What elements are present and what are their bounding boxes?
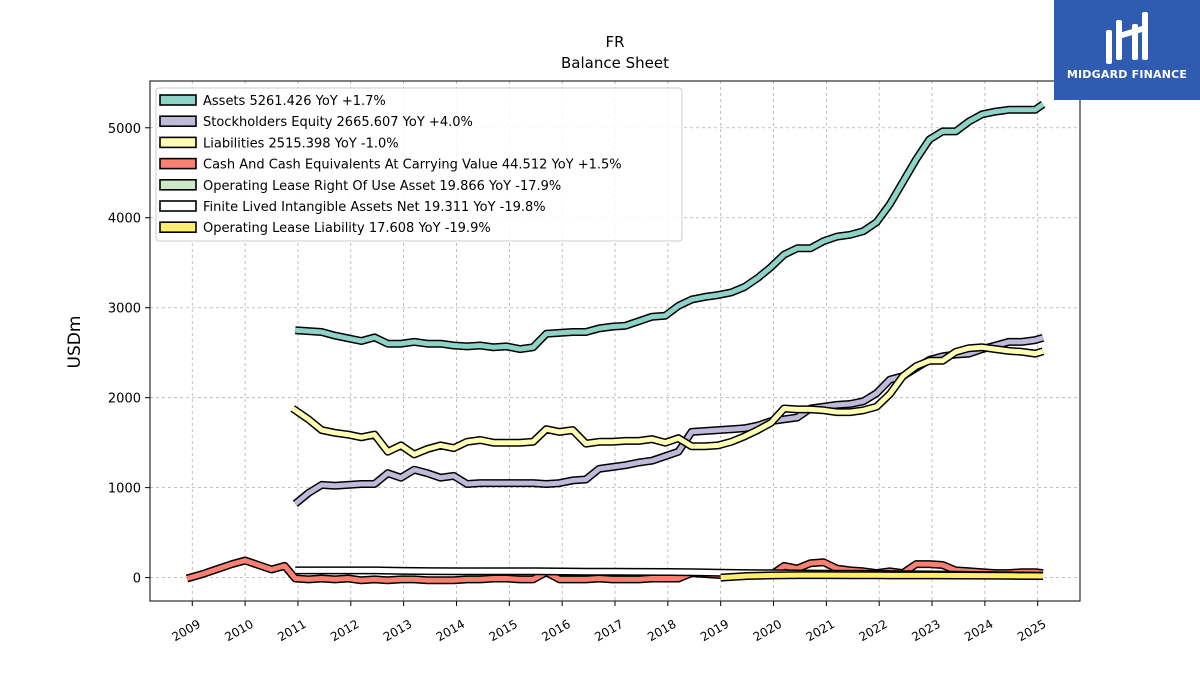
x-tick-label: 2011 [275,617,308,644]
x-tick-label: 2016 [539,617,572,644]
legend-entry: Cash And Cash Equivalents At Carrying Va… [203,158,622,173]
x-tick-label: 2023 [909,617,942,644]
logo-mark-icon [1106,12,1148,64]
legend-swatch [159,94,197,106]
legend: Assets 5261.426 YoY +1.7% Stockholders Eq… [155,87,683,242]
legend-box [155,87,683,242]
x-tick-label: 2015 [487,617,520,644]
y-axis-label: USDm [65,316,85,369]
midgard-finance-logo: MIDGARD FINANCE [1054,0,1200,100]
logo-text: MIDGARD FINANCE [1066,68,1188,81]
x-axis-ticks: 2009 2010 2011 2012 2013 2014 2015 2016 2017 2018… [170,601,1048,644]
legend-swatch [159,200,197,212]
series-6-line [720,572,1044,581]
series-0-line [295,102,1045,352]
x-tick-label: 2010 [222,617,255,644]
legend-entry: Operating Lease Right Of Use Asset 19.86… [203,179,561,194]
legend-entry: Stockholders Equity 2665.607 YoY +4.0% [203,115,473,130]
x-tick-label: 2018 [645,617,678,644]
x-tick-label: 2019 [698,617,731,644]
y-tick-label: 2000 [108,392,141,407]
x-tick-label: 2022 [856,617,889,644]
y-tick-label: 3000 [108,302,141,317]
legend-swatch [159,115,197,127]
x-tick-label: 2012 [328,617,361,644]
legend-entry: Finite Lived Intangible Assets Net 19.31… [203,200,546,215]
legend-entry: Operating Lease Liability 17.608 YoY -19… [203,221,491,236]
series-lines [185,101,1046,585]
x-tick-label: 2024 [962,617,995,644]
x-tick-label: 2013 [381,617,414,644]
x-tick-label: 2017 [592,617,625,644]
chart-subtitle: Balance Sheet [561,54,669,72]
y-tick-label: 4000 [108,212,141,227]
y-tick-label: 1000 [108,482,141,497]
legend-swatch [159,179,197,191]
x-tick-label: 2009 [170,617,203,644]
y-axis-ticks: 0 1000 2000 3000 4000 5000 [108,122,150,587]
legend-entry: Liabilities 2515.398 YoY -1.0% [203,136,399,151]
chart-title: FR [605,33,624,51]
x-tick-label: 2021 [804,617,837,644]
legend-entry: Assets 5261.426 YoY +1.7% [203,94,386,109]
x-tick-label: 2020 [751,617,784,644]
x-tick-label: 2025 [1015,617,1048,644]
y-tick-label: 0 [133,572,141,587]
y-tick-label: 5000 [108,122,141,137]
legend-swatch [159,221,197,233]
legend-swatch [159,136,197,149]
x-tick-label: 2014 [434,617,467,644]
legend-swatch [159,157,197,170]
series-2-line [291,344,1044,457]
